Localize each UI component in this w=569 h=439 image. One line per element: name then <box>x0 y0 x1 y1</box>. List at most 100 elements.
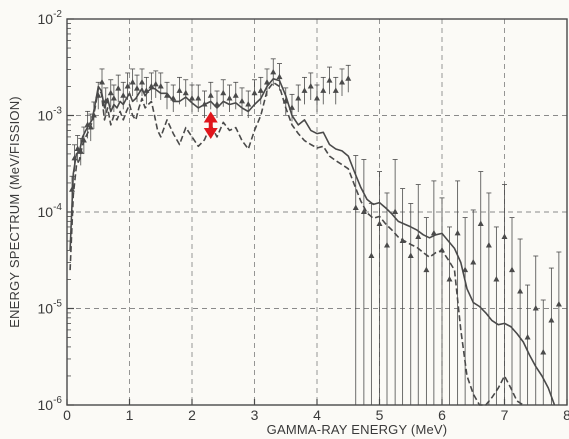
data-point <box>376 171 383 405</box>
data-point <box>189 84 195 113</box>
data-point <box>368 203 375 405</box>
data-point <box>134 74 140 103</box>
data-point <box>295 84 302 113</box>
x-tick-label: 8 <box>563 407 569 423</box>
x-tick-label: 5 <box>376 407 384 423</box>
dashed-series-line <box>69 81 524 406</box>
x-axis-label: GAMMA-RAY ENERGY (MeV) <box>267 422 448 437</box>
data-point <box>548 267 555 405</box>
red-double-arrow <box>203 111 218 140</box>
x-tick-label: 0 <box>63 407 71 423</box>
data-point <box>69 175 75 204</box>
data-point <box>148 72 155 100</box>
data-point <box>115 74 122 103</box>
data-point <box>384 192 390 405</box>
data-point <box>399 188 406 405</box>
data-point <box>90 101 97 130</box>
x-tick-label: 2 <box>188 407 196 423</box>
data-point <box>430 180 437 405</box>
data-point <box>257 76 264 105</box>
data-point <box>74 135 81 163</box>
data-point <box>195 84 202 113</box>
data-point <box>423 217 430 405</box>
y-tick-label: 10-6 <box>38 395 63 413</box>
data-point <box>270 58 277 86</box>
data-point <box>95 81 102 110</box>
y-tick-label: 10-3 <box>38 106 63 124</box>
data-point <box>392 159 399 405</box>
data-points-layer <box>69 58 562 405</box>
data-point <box>439 197 445 405</box>
data-point <box>120 81 127 110</box>
data-point <box>493 226 500 405</box>
y-tick-label: 10-4 <box>38 202 63 220</box>
data-point <box>555 251 562 405</box>
data-point <box>517 238 524 405</box>
data-point <box>71 144 78 172</box>
y-axis-label: ENERGY SPECTRUM (MeV/FISSION) <box>7 96 22 328</box>
data-point <box>532 255 539 405</box>
data-point <box>232 81 239 110</box>
axis-ticks: 0 1 2 3 4 5 6 7 8 10-6 10-5 10-4 10-3 10-2 <box>38 9 569 423</box>
data-point <box>326 66 333 95</box>
data-point <box>157 72 164 100</box>
data-point <box>239 87 245 115</box>
data-point <box>407 203 414 405</box>
series-layer <box>69 78 556 406</box>
data-point <box>214 90 220 119</box>
data-point <box>164 81 170 110</box>
x-tick-label: 3 <box>251 407 259 423</box>
data-point <box>226 84 233 113</box>
annotation-layer <box>203 111 218 140</box>
data-point <box>352 155 359 405</box>
data-point <box>220 79 227 107</box>
data-point <box>245 90 252 119</box>
data-point <box>320 76 327 105</box>
data-point <box>462 217 469 405</box>
data-point <box>477 171 484 405</box>
data-point <box>80 126 87 155</box>
data-point <box>332 76 339 105</box>
x-tick-label: 6 <box>438 407 446 423</box>
data-point <box>107 79 114 107</box>
data-point <box>182 79 189 107</box>
data-point <box>264 68 270 96</box>
solid-series-line <box>69 78 556 406</box>
data-point <box>99 68 105 96</box>
data-point <box>152 70 159 98</box>
data-point <box>446 226 453 405</box>
data-point <box>87 113 94 142</box>
data-point <box>470 209 477 405</box>
data-point <box>454 180 461 405</box>
data-point <box>139 68 145 96</box>
data-point <box>501 184 508 405</box>
data-point <box>339 68 345 96</box>
x-tick-label: 4 <box>313 407 321 423</box>
data-point <box>289 93 295 122</box>
data-point <box>170 84 177 113</box>
data-point <box>129 68 136 96</box>
data-point <box>345 64 352 93</box>
data-point <box>124 72 131 100</box>
data-point <box>314 84 320 113</box>
data-point <box>282 87 289 115</box>
x-tick-label: 7 <box>501 407 509 423</box>
data-point <box>77 137 84 166</box>
data-point <box>143 76 150 105</box>
data-point <box>207 81 214 110</box>
data-point <box>102 87 109 115</box>
data-point <box>415 184 422 405</box>
data-point <box>360 159 367 405</box>
data-point <box>540 299 547 405</box>
data-point <box>276 63 283 91</box>
data-point <box>524 284 531 405</box>
data-point <box>301 76 308 105</box>
data-point <box>84 110 91 139</box>
data-point <box>251 79 258 107</box>
data-point <box>307 72 314 100</box>
data-point <box>110 84 117 113</box>
y-tick-label: 10-2 <box>38 9 63 27</box>
x-tick-label: 1 <box>126 407 134 423</box>
y-tick-label: 10-5 <box>38 299 63 317</box>
